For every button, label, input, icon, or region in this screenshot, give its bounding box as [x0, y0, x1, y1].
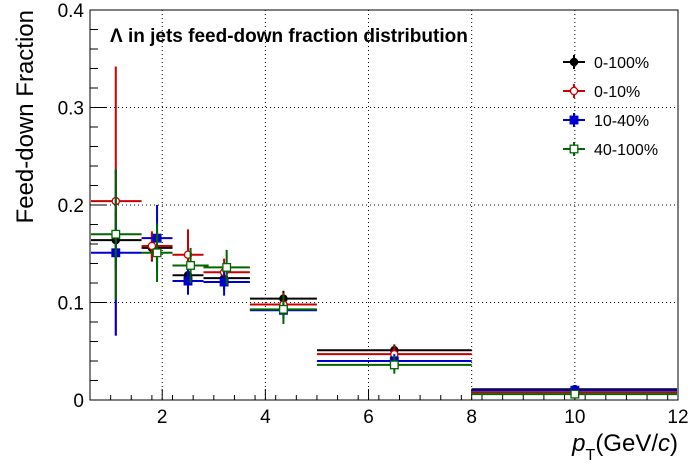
- series-0-10%: [91, 66, 677, 397]
- y-tick-label: 0.3: [58, 99, 84, 120]
- legend-label: 0-100%: [594, 55, 649, 72]
- data-point: [186, 260, 196, 270]
- data-point: [278, 304, 288, 314]
- x-axis-title-unit-var: c: [658, 430, 670, 457]
- legend-label: 10-40%: [594, 113, 649, 130]
- data-point: [219, 277, 229, 287]
- x-axis-title-subscript: T: [586, 447, 596, 464]
- data-point: [152, 248, 162, 258]
- legend-item-10-40%: 10-40%: [563, 113, 649, 130]
- x-axis-title-symbol: p: [571, 430, 585, 457]
- x-axis-title: pT(GeV/c): [571, 430, 678, 464]
- series-40-100%: [91, 168, 677, 399]
- legend-label: 40-100%: [594, 142, 658, 159]
- x-tick-label: 10: [564, 407, 585, 428]
- legend-label: 0-10%: [594, 84, 640, 101]
- legend-marker: [569, 115, 579, 125]
- legend-item-0-100%: 0-100%: [563, 55, 649, 72]
- legend-marker: [569, 144, 579, 154]
- data-series: [91, 66, 677, 399]
- legend-marker: [569, 57, 579, 67]
- x-axis-title-unit-open: (GeV/: [595, 430, 658, 457]
- tick-labels: 2 4 6 8 10 12 0 0.1 0.2 0.3 0.4: [58, 1, 689, 428]
- legend-item-40-100%: 40-100%: [563, 142, 658, 159]
- y-tick-label: 0.2: [58, 196, 84, 217]
- data-point: [222, 262, 232, 272]
- y-tick-label: 0: [73, 391, 84, 412]
- data-point: [570, 389, 580, 399]
- grid-lines: [90, 10, 678, 400]
- x-tick-label: 8: [466, 407, 477, 428]
- y-tick-label: 0.4: [58, 1, 85, 22]
- x-tick-label: 6: [363, 407, 374, 428]
- data-point: [389, 360, 399, 370]
- legend: 0-100% 0-10% 10-40% 40-100%: [563, 55, 658, 159]
- axis-ticks: [90, 9, 679, 401]
- x-tick-label: 2: [157, 407, 168, 428]
- data-point: [111, 229, 121, 239]
- legend-item-0-10%: 0-10%: [563, 84, 640, 101]
- chart-title: Λ in jets feed-down fraction distributio…: [110, 26, 468, 47]
- x-axis-title-unit-close: ): [670, 430, 678, 457]
- x-tick-label: 12: [667, 407, 688, 428]
- x-tick-label: 4: [260, 407, 271, 428]
- legend-marker: [569, 86, 579, 96]
- series-10-40%: [91, 169, 677, 395]
- data-point: [183, 276, 193, 286]
- y-tick-label: 0.1: [58, 294, 84, 315]
- y-axis-title: Feed-down Fraction: [12, 10, 39, 223]
- data-point: [147, 241, 157, 251]
